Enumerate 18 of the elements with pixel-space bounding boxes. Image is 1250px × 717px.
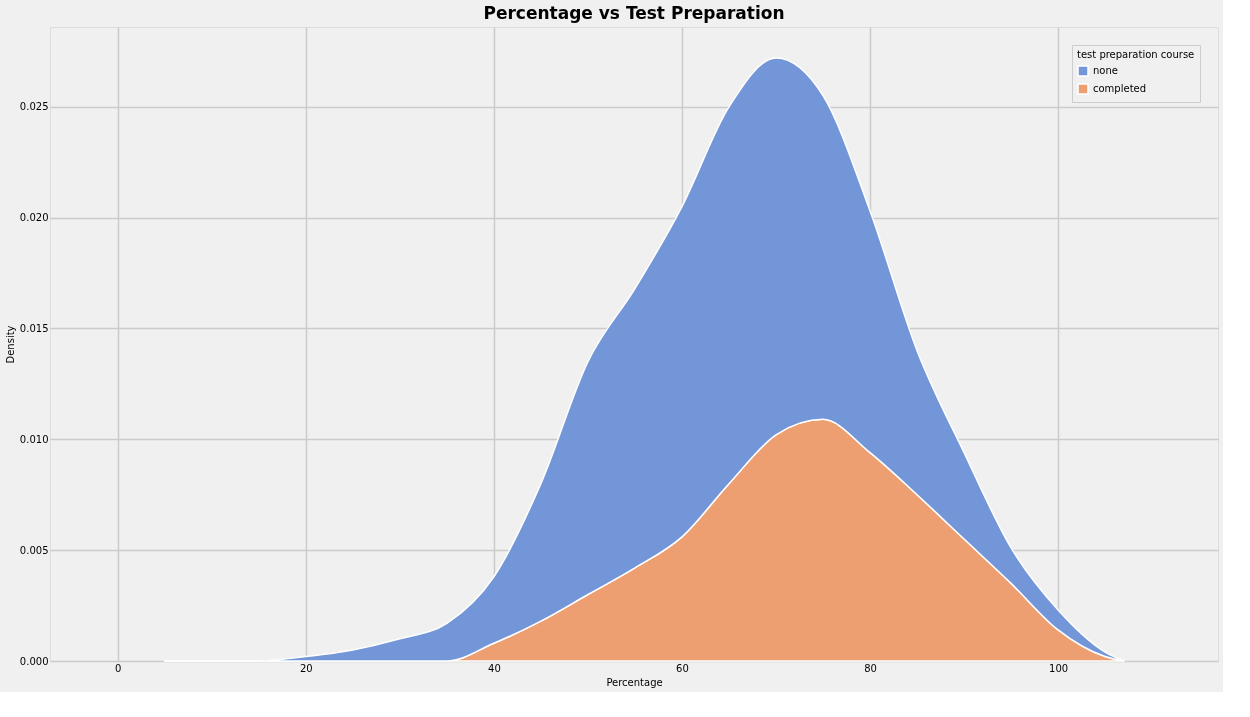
x-tick-label: 60 — [676, 662, 689, 674]
x-tick-label: 40 — [488, 662, 501, 674]
y-tick-label: 0.025 — [19, 101, 49, 113]
y-tick-label: 0.005 — [19, 544, 49, 556]
y-tick-label: 0.000 — [19, 655, 49, 667]
legend-label: completed — [1093, 83, 1147, 94]
y-tick-label: 0.010 — [19, 433, 49, 445]
y-tick-label: 0.015 — [19, 322, 49, 334]
x-axis-title: Percentage — [606, 676, 663, 688]
chart-title: Percentage vs Test Preparation — [483, 3, 785, 23]
x-tick-label: 80 — [864, 662, 877, 674]
y-axis-title: Density — [4, 325, 16, 364]
x-tick-label: 0 — [115, 662, 122, 674]
x-tick-label: 100 — [1049, 662, 1069, 674]
y-tick-label: 0.020 — [19, 212, 49, 224]
x-tick-label: 20 — [299, 662, 313, 674]
legend-label: none — [1093, 65, 1118, 76]
legend-title: test preparation course — [1077, 49, 1195, 60]
